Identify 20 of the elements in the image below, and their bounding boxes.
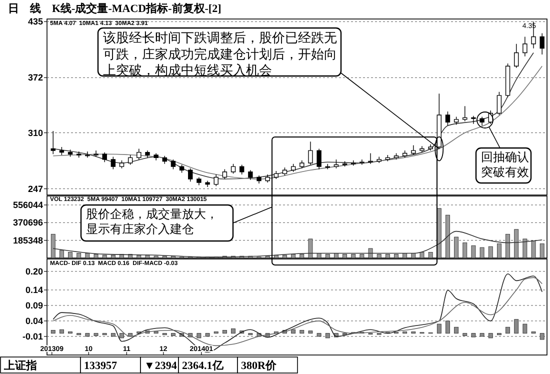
y-tick-label: 556044 (12, 200, 43, 210)
y-tick-label: 0.14 (25, 284, 43, 295)
text: 380R价 (241, 359, 278, 372)
y-tick-label: -0.01 (22, 331, 43, 342)
y-tick-label: 247 (28, 184, 43, 194)
y-tick-label: 0.04 (25, 316, 43, 326)
chart-title: 日 线 K线-成交量-MACD指标-前复权-[2] (8, 2, 222, 15)
annotation: 回抽确认突破有效 (481, 150, 529, 179)
y-tick-label: 0.20 (25, 266, 43, 276)
text: ▼2394 (144, 360, 178, 372)
annotation: 股价企稳，成交量放大，显示有庄家介入建仓 (86, 207, 218, 236)
text: 上证指 (3, 359, 37, 372)
y-tick-label: 370696 (12, 218, 43, 228)
y-tick-label: 310 (28, 128, 43, 138)
y-tick-label: 0.09 (25, 300, 43, 310)
text: 133957 (84, 360, 118, 372)
text: 2364.1亿 (182, 360, 224, 372)
y-tick-label: 372 (28, 72, 43, 83)
y-tick-label: 435 (28, 16, 43, 27)
y-tick-label: 185348 (12, 235, 43, 246)
